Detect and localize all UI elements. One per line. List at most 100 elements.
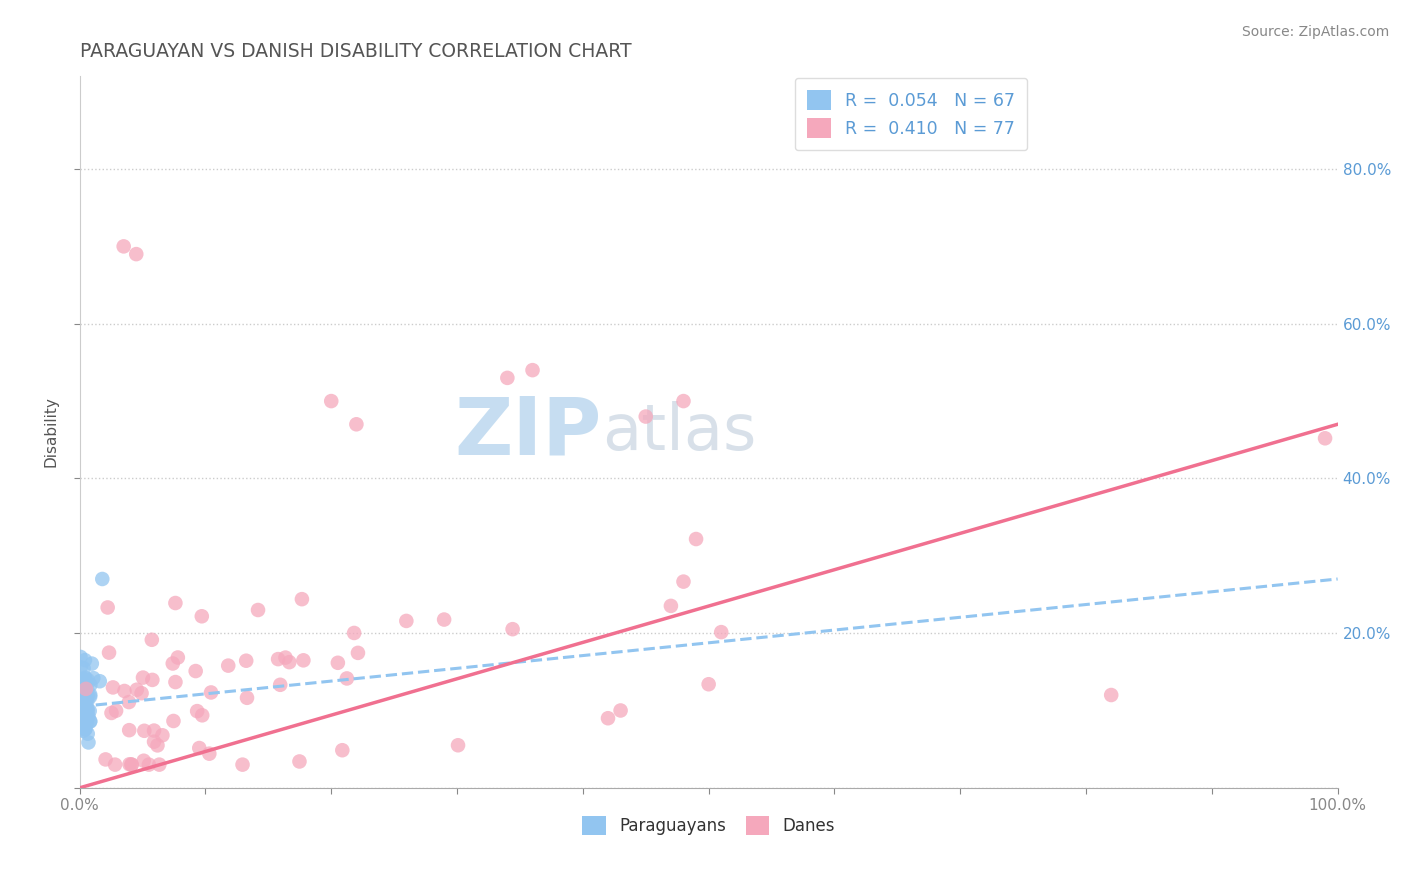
- Point: [125, 682, 148, 697]
- Point: [496, 371, 519, 385]
- Point: [522, 363, 544, 377]
- Point: [69, 706, 91, 721]
- Point: [288, 755, 311, 769]
- Point: [146, 739, 169, 753]
- Point: [291, 592, 314, 607]
- Point: [118, 695, 141, 709]
- Point: [70, 692, 93, 706]
- Point: [267, 652, 290, 666]
- Point: [79, 704, 101, 718]
- Point: [72, 700, 94, 714]
- Point: [76, 673, 98, 687]
- Point: [344, 417, 367, 432]
- Point: [73, 653, 96, 667]
- Point: [188, 741, 211, 756]
- Point: [121, 757, 143, 772]
- Point: [75, 723, 97, 737]
- Point: [217, 658, 239, 673]
- Point: [73, 673, 96, 688]
- Point: [269, 678, 291, 692]
- Point: [73, 696, 96, 710]
- Point: [330, 743, 353, 757]
- Point: [75, 681, 97, 696]
- Point: [72, 673, 94, 687]
- Point: [73, 678, 96, 692]
- Point: [395, 614, 418, 628]
- Point: [132, 671, 155, 685]
- Point: [70, 710, 93, 724]
- Point: [91, 572, 114, 586]
- Point: [104, 757, 127, 772]
- Point: [235, 654, 257, 668]
- Point: [73, 692, 96, 706]
- Text: ZIP: ZIP: [454, 393, 602, 471]
- Point: [77, 735, 100, 749]
- Y-axis label: Disability: Disability: [44, 397, 58, 467]
- Point: [710, 625, 733, 640]
- Point: [69, 717, 91, 731]
- Point: [120, 757, 142, 772]
- Point: [75, 722, 97, 736]
- Point: [72, 683, 94, 698]
- Point: [231, 757, 253, 772]
- Point: [118, 757, 141, 772]
- Point: [75, 671, 97, 685]
- Point: [672, 574, 695, 589]
- Point: [79, 690, 101, 704]
- Point: [114, 684, 136, 698]
- Point: [69, 685, 91, 699]
- Point: [73, 679, 96, 693]
- Point: [69, 660, 91, 674]
- Point: [165, 675, 187, 690]
- Point: [72, 676, 94, 690]
- Point: [76, 727, 98, 741]
- Point: [162, 657, 184, 671]
- Point: [76, 695, 98, 709]
- Point: [89, 674, 111, 689]
- Point: [141, 632, 163, 647]
- Point: [69, 715, 91, 730]
- Point: [433, 613, 456, 627]
- Point: [685, 532, 707, 546]
- Point: [72, 706, 94, 720]
- Point: [343, 626, 366, 640]
- Point: [131, 686, 153, 700]
- Text: atlas: atlas: [602, 401, 756, 463]
- Point: [1099, 688, 1122, 702]
- Point: [326, 656, 349, 670]
- Point: [69, 690, 91, 704]
- Point: [94, 752, 117, 766]
- Point: [162, 714, 184, 728]
- Point: [198, 747, 221, 761]
- Point: [73, 673, 96, 687]
- Point: [1313, 431, 1336, 445]
- Point: [72, 703, 94, 717]
- Point: [79, 714, 101, 729]
- Point: [73, 688, 96, 702]
- Point: [274, 650, 297, 665]
- Point: [184, 664, 207, 678]
- Point: [77, 676, 100, 690]
- Point: [79, 714, 101, 729]
- Point: [186, 704, 208, 718]
- Point: [75, 683, 97, 698]
- Point: [502, 622, 524, 636]
- Point: [191, 609, 214, 624]
- Point: [75, 705, 97, 719]
- Point: [69, 702, 91, 716]
- Point: [76, 704, 98, 718]
- Point: [77, 709, 100, 723]
- Point: [76, 701, 98, 715]
- Point: [105, 704, 128, 718]
- Point: [75, 694, 97, 708]
- Text: Source: ZipAtlas.com: Source: ZipAtlas.com: [1241, 25, 1389, 39]
- Point: [132, 754, 155, 768]
- Point: [79, 678, 101, 692]
- Point: [138, 757, 160, 772]
- Point: [70, 673, 93, 687]
- Point: [672, 394, 695, 409]
- Point: [69, 681, 91, 695]
- Point: [79, 688, 101, 702]
- Point: [112, 239, 135, 253]
- Point: [447, 738, 470, 752]
